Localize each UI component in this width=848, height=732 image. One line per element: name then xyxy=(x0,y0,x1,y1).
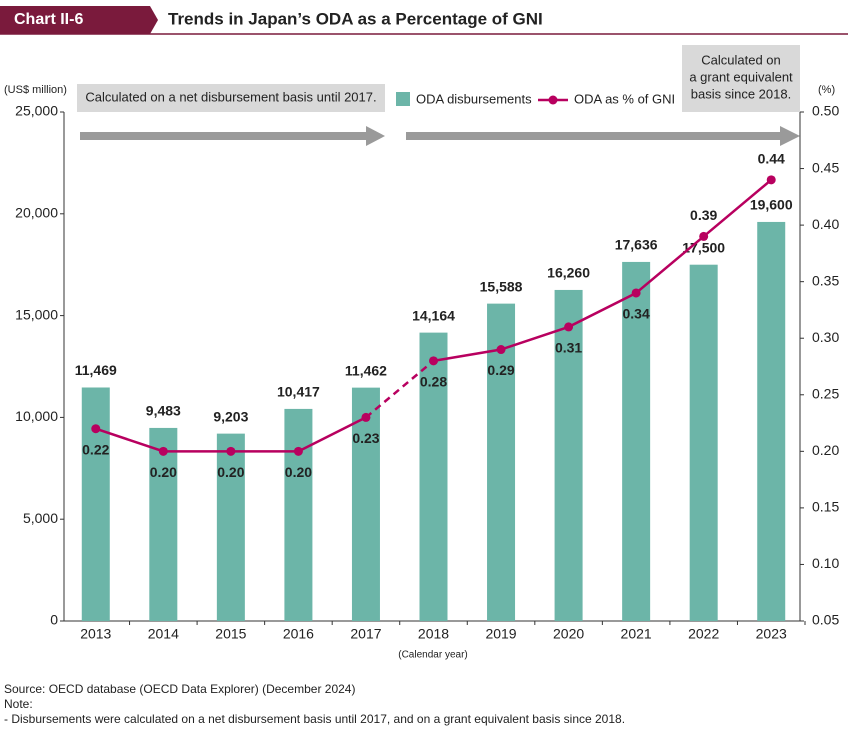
y-tick-label: 25,000 xyxy=(15,103,58,119)
y2-tick-label: 0.10 xyxy=(812,555,839,571)
y2-tick-label: 0.20 xyxy=(812,442,839,458)
y2-tick-label: 0.40 xyxy=(812,216,839,232)
line-marker xyxy=(699,231,709,241)
y2-tick-label: 0.15 xyxy=(812,499,839,515)
line-marker xyxy=(226,446,236,456)
x-tick-label: 2021 xyxy=(621,626,652,642)
line-marker xyxy=(766,175,776,185)
legend-marker xyxy=(548,95,558,105)
x-axis-label: (Calendar year) xyxy=(398,650,467,661)
line-marker xyxy=(429,356,438,366)
y2-tick-label: 0.35 xyxy=(812,272,839,288)
bar-value-label: 11,469 xyxy=(75,362,117,378)
y2-tick-label: 0.50 xyxy=(812,103,839,119)
line-marker xyxy=(91,424,101,434)
line-value-label: 0.28 xyxy=(420,374,447,390)
chart-title: Trends in Japan’s ODA as a Percentage of… xyxy=(168,9,543,28)
bar-value-label: 17,636 xyxy=(615,237,658,253)
bar-value-label: 11,462 xyxy=(345,362,387,378)
bar-value-label: 9,483 xyxy=(146,403,181,419)
chart-number: Chart II-6 xyxy=(14,11,83,28)
line-value-label: 0.22 xyxy=(82,441,109,457)
y2-tick-label: 0.30 xyxy=(812,329,839,345)
bar-value-label: 16,260 xyxy=(547,265,590,281)
bar-value-label: 10,417 xyxy=(277,384,320,400)
y-tick-label: 10,000 xyxy=(15,408,58,424)
annotation-box xyxy=(77,84,385,112)
period-arrow xyxy=(80,126,385,146)
line-marker xyxy=(496,345,506,355)
y2-tick-label: 0.45 xyxy=(812,159,839,175)
line-marker xyxy=(158,446,168,456)
y2-axis-label: (%) xyxy=(818,84,835,96)
y2-tick-label: 0.05 xyxy=(812,612,839,628)
x-tick-label: 2022 xyxy=(688,626,719,642)
annotation: basis since 2018. xyxy=(691,86,791,101)
x-tick-label: 2016 xyxy=(283,626,314,642)
line-value-label: 0.44 xyxy=(758,151,785,167)
line-value-label: 0.29 xyxy=(487,362,514,378)
x-tick-label: 2023 xyxy=(756,626,787,642)
bar xyxy=(149,427,178,621)
line-value-label: 0.31 xyxy=(555,340,582,356)
x-tick-label: 2014 xyxy=(148,626,179,642)
y-tick-label: 20,000 xyxy=(15,205,58,221)
bar-value-label: 9,203 xyxy=(213,408,248,424)
bar xyxy=(757,221,786,621)
x-tick-label: 2018 xyxy=(418,626,449,642)
legend-label: ODA as % of GNI xyxy=(574,91,675,106)
legend-swatch xyxy=(396,92,410,106)
line-marker xyxy=(361,412,371,422)
period-arrow xyxy=(406,126,800,146)
line-value-label: 0.20 xyxy=(285,464,312,480)
bar-value-label: 19,600 xyxy=(750,197,793,213)
line xyxy=(433,178,773,363)
line-value-label: 0.34 xyxy=(623,306,650,322)
y-tick-label: 5,000 xyxy=(23,510,58,526)
annotation: Calculated on a net disbursement basis u… xyxy=(85,89,376,104)
line-value-label: 0.20 xyxy=(150,464,177,480)
line-value-label: 0.20 xyxy=(217,464,244,480)
bar xyxy=(419,332,448,621)
x-tick-label: 2020 xyxy=(553,626,584,642)
bar xyxy=(351,387,380,621)
bar xyxy=(284,408,313,621)
chart-number-box xyxy=(0,6,158,34)
bar-value-label: 14,164 xyxy=(412,307,455,323)
bar xyxy=(487,303,516,621)
bar xyxy=(689,264,718,621)
note-heading: Note: xyxy=(4,697,33,711)
annotation: Calculated on xyxy=(701,52,781,67)
x-tick-label: 2015 xyxy=(215,626,246,642)
source: Source: OECD database (OECD Data Explore… xyxy=(4,682,355,696)
x-tick-label: 2013 xyxy=(80,626,111,642)
bar xyxy=(554,289,583,621)
line-marker xyxy=(631,288,641,298)
y-tick-label: 15,000 xyxy=(15,306,58,322)
line-marker xyxy=(293,446,303,456)
line-value-label: 0.39 xyxy=(690,207,717,223)
bar-value-label: 15,588 xyxy=(480,278,523,294)
x-tick-label: 2019 xyxy=(485,626,516,642)
bar xyxy=(216,433,245,621)
line-value-label: 0.23 xyxy=(352,430,379,446)
y-tick-label: 0 xyxy=(50,612,58,628)
bar xyxy=(622,261,651,621)
annotation: a grant equivalent xyxy=(689,69,793,84)
legend-label: ODA disbursements xyxy=(416,91,532,106)
bar xyxy=(81,387,110,621)
line-marker xyxy=(564,322,574,332)
note: - Disbursements were calculated on a net… xyxy=(4,712,625,726)
y-axis-label: (US$ million) xyxy=(4,84,67,96)
x-tick-label: 2017 xyxy=(350,626,381,642)
y2-tick-label: 0.25 xyxy=(812,385,839,401)
annotation-box xyxy=(682,45,800,112)
bar-value-label: 17,500 xyxy=(682,239,725,255)
line xyxy=(365,359,435,419)
